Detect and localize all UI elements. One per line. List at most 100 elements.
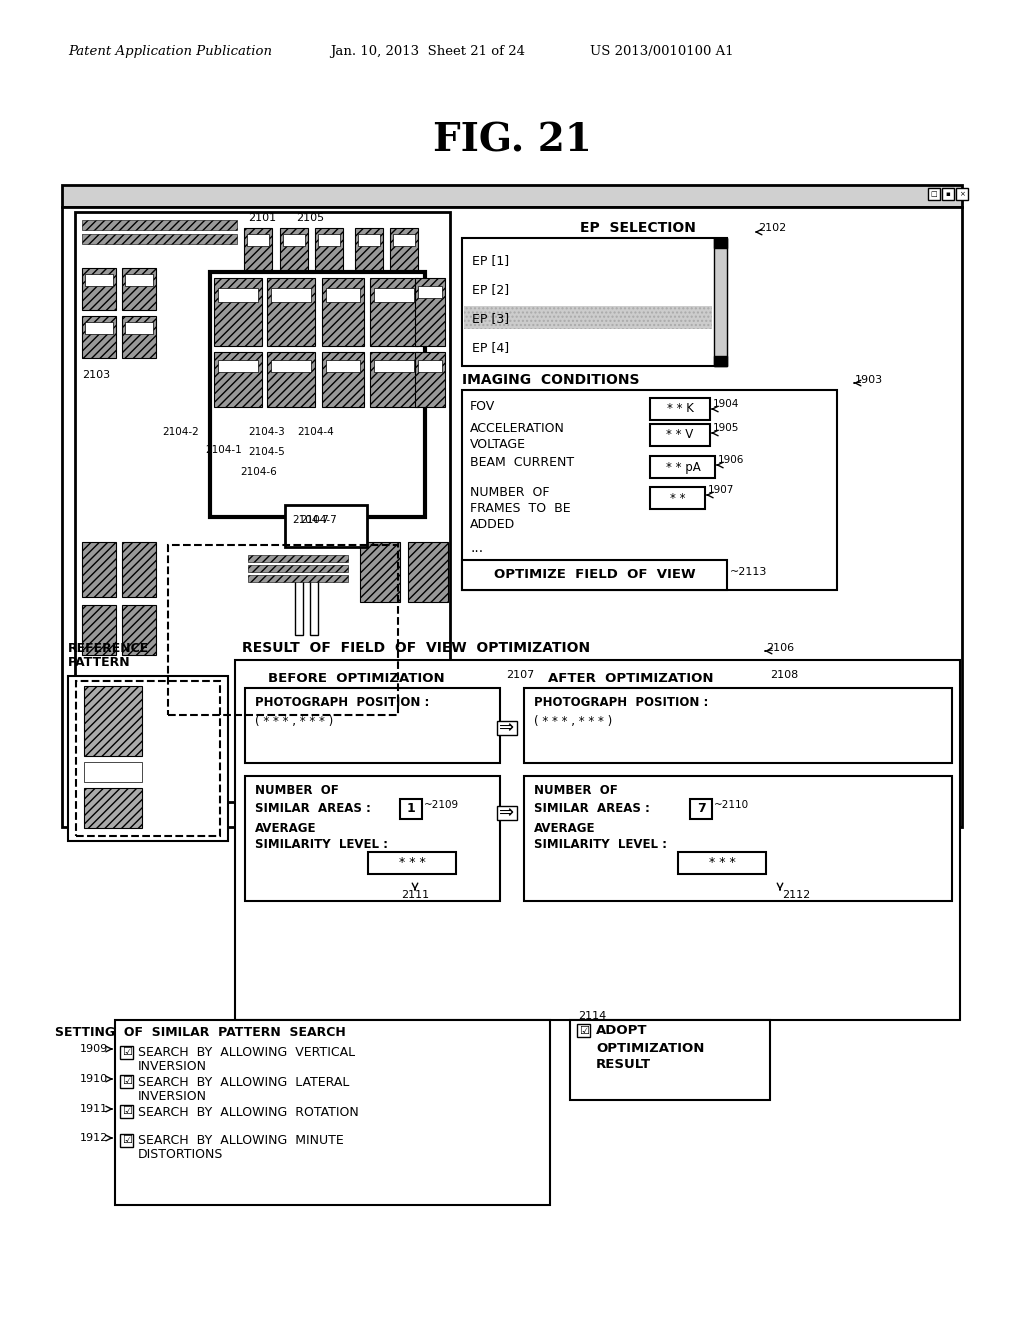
Bar — [245, 688, 500, 763]
Bar — [408, 543, 449, 602]
Bar — [68, 676, 228, 841]
Text: SEARCH  BY  ALLOWING  ROTATION: SEARCH BY ALLOWING ROTATION — [138, 1106, 358, 1118]
Bar — [393, 234, 415, 246]
Bar — [370, 352, 418, 407]
Text: PATTERN: PATTERN — [68, 656, 131, 669]
Bar — [326, 288, 360, 302]
Bar — [267, 279, 315, 346]
Text: * * K: * * K — [667, 403, 693, 416]
Bar — [122, 315, 156, 358]
Bar — [400, 799, 422, 818]
Bar — [85, 322, 113, 334]
Bar — [82, 268, 116, 310]
Text: SETTING  OF  SIMILAR  PATTERN  SEARCH: SETTING OF SIMILAR PATTERN SEARCH — [54, 1027, 345, 1040]
Text: ~2113: ~2113 — [730, 568, 767, 577]
Bar — [84, 686, 142, 756]
Text: ~2110: ~2110 — [714, 800, 750, 810]
Text: * * V: * * V — [667, 429, 693, 441]
Bar — [248, 554, 348, 562]
Bar — [122, 543, 156, 597]
Text: EP [2]: EP [2] — [472, 284, 509, 297]
Text: 2104-7: 2104-7 — [292, 515, 329, 525]
Bar — [690, 799, 712, 818]
Text: 1910: 1910 — [80, 1074, 108, 1084]
Bar — [374, 288, 414, 302]
Bar — [322, 279, 364, 346]
Text: INVERSION: INVERSION — [138, 1060, 207, 1073]
Bar — [714, 238, 727, 366]
Bar — [360, 543, 400, 602]
Bar — [650, 399, 710, 420]
Text: ~2109: ~2109 — [424, 800, 459, 810]
Bar — [390, 228, 418, 279]
Text: ▪: ▪ — [945, 191, 950, 197]
Text: 2108: 2108 — [770, 671, 799, 680]
Bar — [122, 268, 156, 310]
Text: 1: 1 — [407, 803, 416, 816]
Bar — [285, 506, 367, 546]
Text: SIMILARITY  LEVEL :: SIMILARITY LEVEL : — [255, 838, 388, 851]
Bar — [956, 187, 968, 201]
Text: SIMILAR  AREAS :: SIMILAR AREAS : — [534, 801, 650, 814]
Bar — [418, 360, 442, 372]
Text: 7: 7 — [696, 803, 706, 816]
Bar — [234, 660, 961, 1020]
Bar — [210, 272, 425, 517]
Bar — [82, 220, 237, 230]
Text: * * *: * * * — [398, 857, 425, 870]
Text: ⇒: ⇒ — [500, 719, 515, 737]
Text: 2104-4: 2104-4 — [297, 426, 334, 437]
Text: PHOTOGRAPH  POSITION :: PHOTOGRAPH POSITION : — [534, 696, 709, 709]
Text: SEARCH  BY  ALLOWING  LATERAL: SEARCH BY ALLOWING LATERAL — [138, 1076, 349, 1089]
Text: ☑: ☑ — [579, 1026, 589, 1036]
Text: AFTER  OPTIMIZATION: AFTER OPTIMIZATION — [548, 672, 714, 685]
Text: INVERSION: INVERSION — [138, 1089, 207, 1102]
Text: 2101: 2101 — [248, 213, 276, 223]
Text: 2104-5: 2104-5 — [248, 447, 285, 457]
Text: * *: * * — [671, 491, 686, 504]
Bar — [218, 360, 258, 372]
Bar — [62, 185, 962, 207]
Bar — [82, 234, 237, 244]
Bar — [497, 721, 517, 735]
Text: 2111: 2111 — [401, 890, 429, 900]
Bar — [62, 207, 962, 828]
Text: 2102: 2102 — [758, 223, 786, 234]
Text: * * pA: * * pA — [666, 461, 700, 474]
Text: ADOPT: ADOPT — [596, 1024, 647, 1038]
Text: PHOTOGRAPH  POSITION :: PHOTOGRAPH POSITION : — [255, 696, 429, 709]
Bar — [524, 688, 952, 763]
Bar — [214, 279, 262, 346]
Text: US 2013/0010100 A1: US 2013/0010100 A1 — [590, 45, 733, 58]
Bar — [322, 352, 364, 407]
Bar — [125, 275, 153, 286]
Text: RESULT  OF  FIELD  OF  VIEW  OPTIMIZATION: RESULT OF FIELD OF VIEW OPTIMIZATION — [242, 642, 590, 655]
Text: EP [3]: EP [3] — [472, 313, 509, 326]
Bar — [280, 228, 308, 279]
Bar — [678, 851, 766, 874]
Text: Patent Application Publication: Patent Application Publication — [68, 45, 272, 58]
Bar — [358, 234, 380, 246]
Text: 1912: 1912 — [80, 1133, 108, 1143]
Bar — [570, 1020, 770, 1100]
Bar — [115, 1020, 550, 1205]
Bar — [120, 1074, 133, 1088]
Bar — [415, 352, 445, 407]
Text: Jan. 10, 2013  Sheet 21 of 24: Jan. 10, 2013 Sheet 21 of 24 — [330, 45, 525, 58]
Text: 2104-2: 2104-2 — [162, 426, 199, 437]
Text: AVERAGE: AVERAGE — [255, 821, 316, 834]
Text: □: □ — [931, 191, 937, 197]
Text: 2104-7: 2104-7 — [300, 515, 337, 525]
Bar — [247, 234, 269, 246]
Text: 2103: 2103 — [82, 370, 111, 380]
Bar — [84, 762, 142, 781]
Text: 2104-6: 2104-6 — [240, 467, 276, 477]
Bar — [418, 286, 442, 298]
Bar — [462, 238, 727, 366]
Bar — [650, 487, 705, 510]
Bar — [76, 681, 220, 836]
Text: ⇒: ⇒ — [500, 804, 515, 822]
Bar — [355, 228, 383, 279]
Text: EP [4]: EP [4] — [472, 342, 509, 355]
Bar — [82, 543, 116, 597]
